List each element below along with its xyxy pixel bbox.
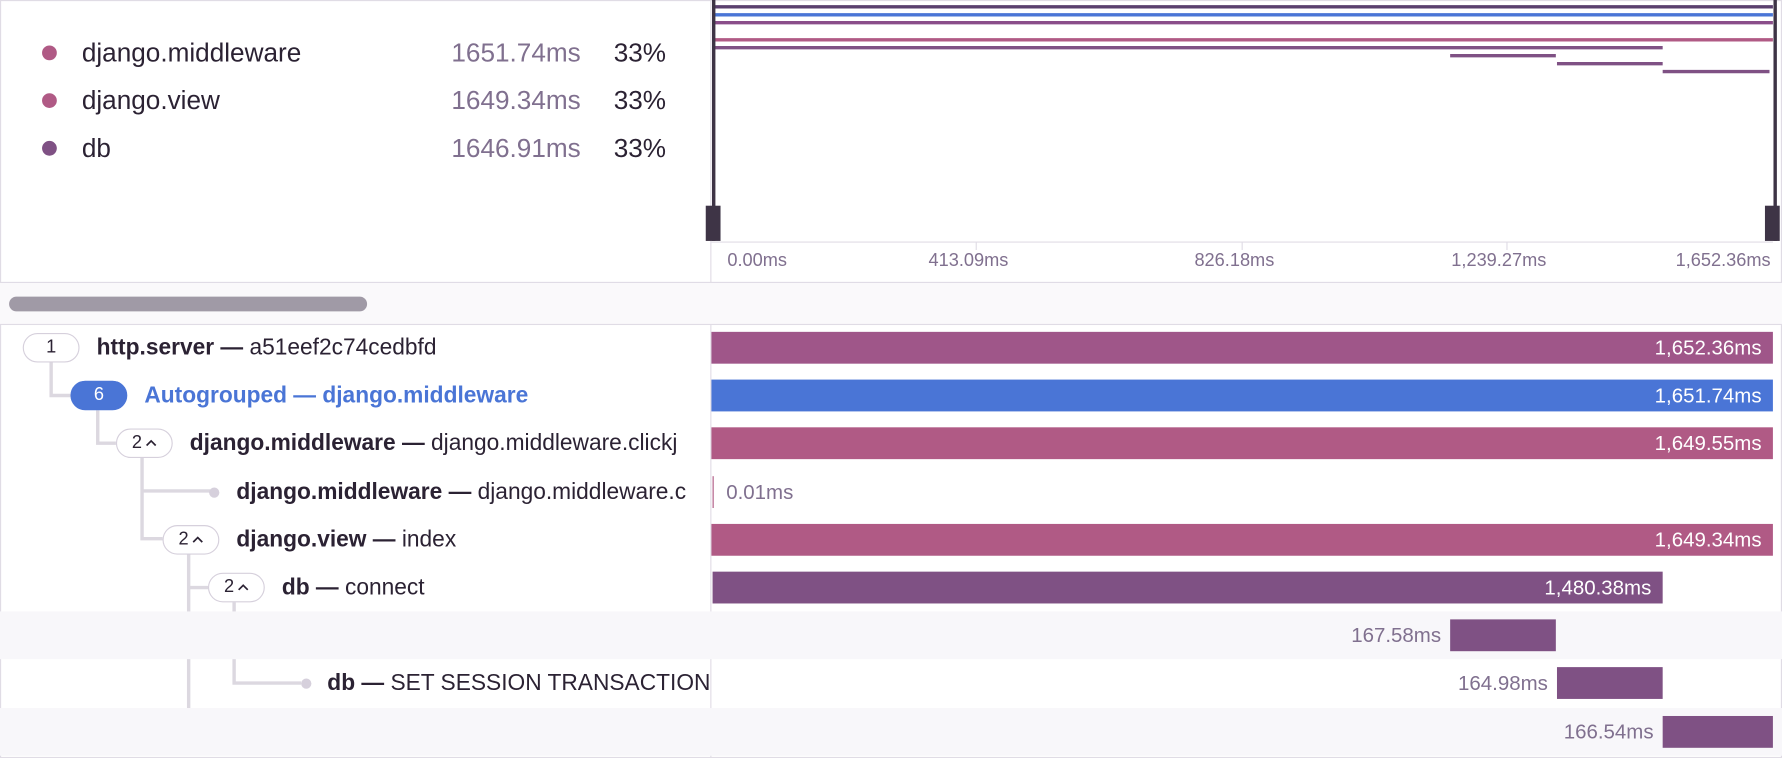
span-duration: 166.54ms [1563,720,1654,743]
tree-panel: 1 http.server — a51eef2c74cedbfd 6 Autogrou… [0,324,710,758]
span-bar [711,427,1773,460]
chevron-icon [145,440,157,447]
window-handle[interactable] [705,205,721,241]
separator [0,281,1782,283]
span-bar [1556,667,1663,700]
legend-dot [42,45,57,61]
span-op: http.server — [96,335,244,361]
span-title[interactable]: db — SET SESSION TRANSACTION [327,670,710,697]
span-title[interactable]: django.view — index [236,526,456,553]
scrollbar-thumb[interactable] [9,296,368,312]
span-bar [712,475,714,508]
chevron-icon [192,536,203,543]
span-bar [1450,619,1556,652]
span-description: django.middleware.c [471,479,687,505]
span-bar [1662,715,1773,748]
span-duration: 1,649.55ms [1654,432,1762,456]
span-title[interactable]: django.middleware — django.middleware.cl… [190,430,678,457]
legend-duration: 1646.91ms [451,132,581,163]
tick-label: 1,652.36ms [1675,251,1771,271]
count-badge[interactable]: 2 [207,572,265,603]
chevron-icon [238,584,249,591]
legend-dot [42,140,57,156]
tick-label: 0.00ms [727,251,787,271]
tick-label: 826.18ms [1194,251,1275,271]
minimap-spans [712,5,1773,74]
count: 2 [223,577,235,597]
connector [140,458,211,541]
tick-label: 413.09ms [928,251,1009,271]
span-duration: 167.58ms [1351,624,1442,647]
legend-percent: 33% [613,132,667,163]
count-badge[interactable]: 6 [70,380,128,411]
span-op: django.view — [236,527,396,553]
legend-percent: 33% [613,85,667,115]
count: 1 [46,337,57,357]
span-description: django.middleware.clickj [424,431,678,457]
count-badge[interactable]: 1 [22,332,80,363]
span-duration: 1,651.74ms [1654,384,1762,408]
span-op: db — [327,670,385,696]
divider [710,0,712,758]
legend-name: db [81,132,111,163]
span-title[interactable]: db — connect [282,574,425,601]
span-title[interactable]: Autogrouped — django.middleware [144,382,528,409]
span-bar [711,331,1773,364]
span-description: index [395,527,457,553]
span-bar [711,523,1773,556]
window-handle[interactable] [1764,205,1780,241]
span-duration: 0.01ms [726,480,794,503]
count-badge[interactable]: 2 [162,524,220,555]
span-duration: 1,480.38ms [1544,576,1652,599]
count-badge[interactable]: 2 [115,428,173,459]
connector [96,410,116,445]
span-description: connect [338,575,425,601]
span-description: SET SESSION TRANSACTION [384,670,711,696]
legend-name: django.view [81,85,220,115]
span-duration: 1,652.36ms [1654,336,1762,360]
legend-name: django.middleware [81,37,302,68]
legend-dot [42,93,57,108]
tick-marks [975,242,1508,251]
span-duration: 164.98ms [1458,672,1548,695]
span-description: a51eef2c74cedbfd [243,335,437,361]
connector [49,362,71,398]
span-op: db — [281,575,339,601]
count: 2 [178,529,189,549]
span-op: django.middleware — [189,431,425,457]
span-title[interactable]: http.server — a51eef2c74cedbfd [97,334,437,361]
legend-duration: 1649.34ms [451,85,581,115]
tick-label: 1,239.27ms [1451,251,1547,271]
count: 6 [93,385,104,405]
legend-duration: 1651.74ms [451,37,581,68]
span-op: Autogrouped — django.middleware [144,383,529,409]
leaf-dot [209,487,220,498]
span-bar [711,379,1773,412]
span-duration: 1,649.34ms [1654,528,1762,551]
count: 2 [131,433,143,453]
span-op: django.middleware — [236,479,472,505]
leaf-dot [301,678,312,690]
span-title[interactable]: django.middleware — django.middleware.c [236,478,686,505]
legend-percent: 33% [613,37,667,68]
span-bar [712,571,1663,604]
row-background [0,707,1782,756]
